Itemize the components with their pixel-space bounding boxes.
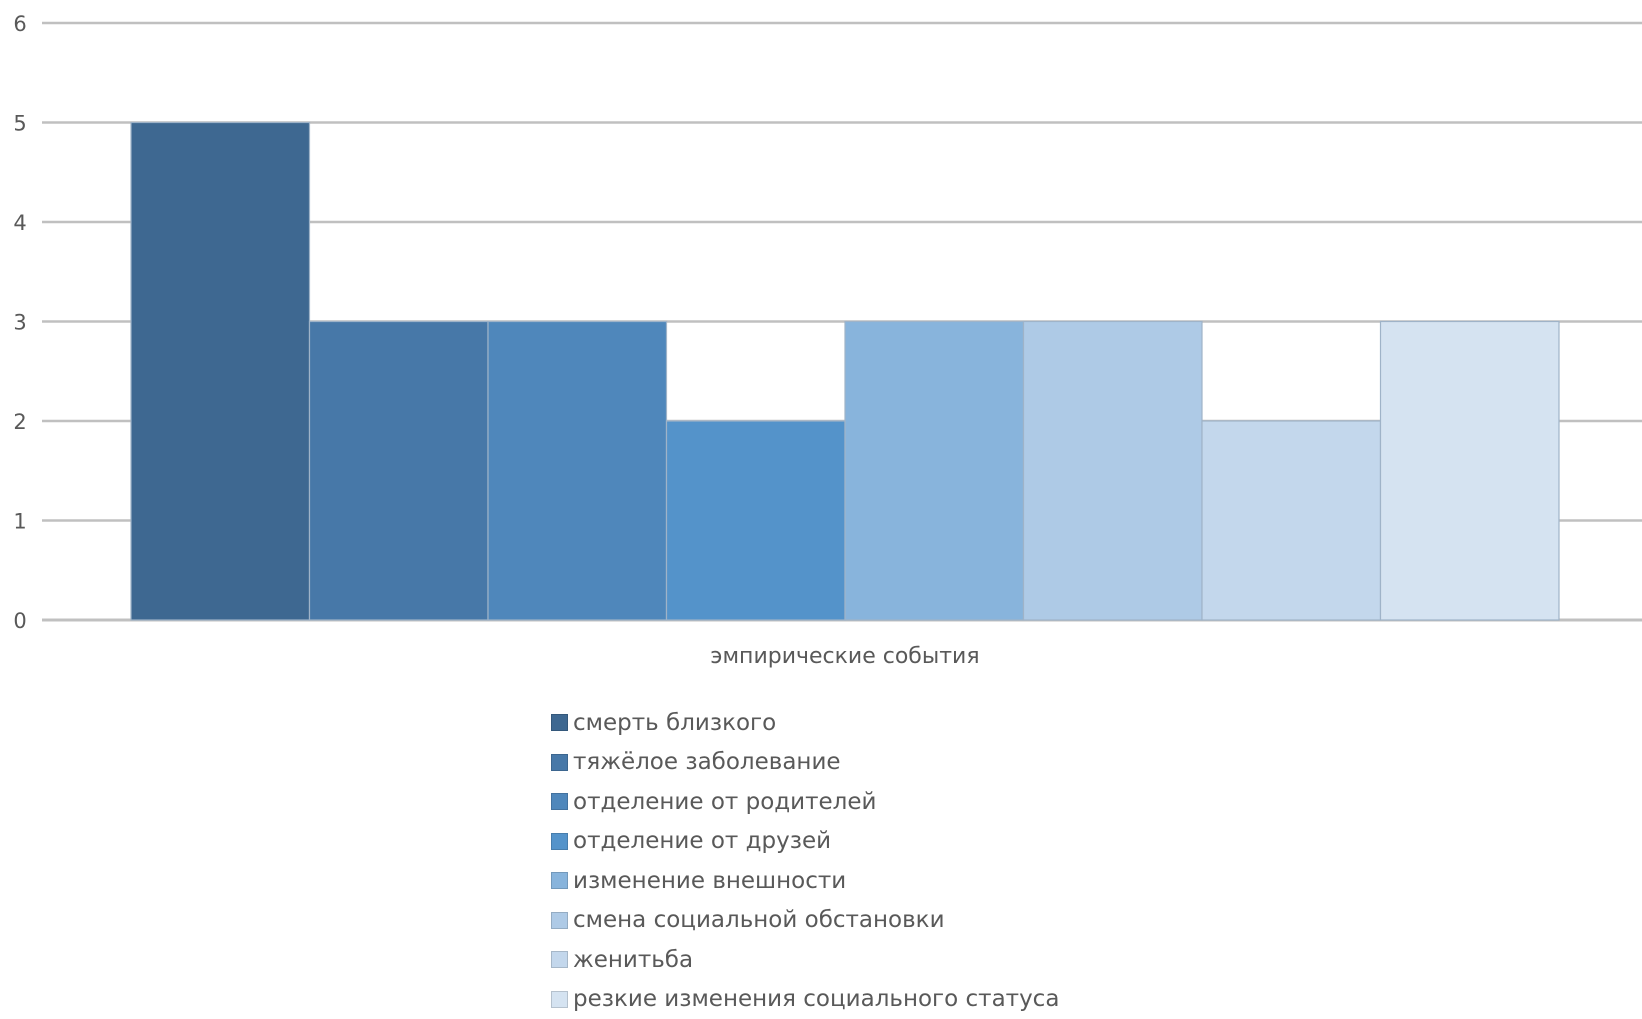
bar-7 [1202,421,1381,620]
legend-item: тяжёлое заболевание [551,743,1059,783]
legend-item: отделение от родителей [551,782,1059,822]
y-axis-ticks: 0 1 2 3 4 5 6 [13,12,26,633]
legend: смерть близкого тяжёлое заболевание отделе… [551,703,1059,1019]
bar-5 [845,322,1024,621]
bar-6 [1024,322,1203,621]
legend-label: смена социальной обстановки [573,907,945,933]
bar-8 [1381,322,1560,621]
y-tick-label: 4 [13,211,26,235]
legend-swatch [551,714,568,731]
legend-swatch [551,754,568,771]
legend-item: смерть близкого [551,703,1059,743]
legend-swatch [551,951,568,968]
x-axis-title: эмпирические события [710,644,979,669]
y-tick-label: 6 [13,12,26,36]
bar-3 [488,322,667,621]
y-tick-label: 3 [13,311,26,335]
legend-item: изменение внешности [551,861,1059,901]
legend-swatch [551,991,568,1008]
bars [131,123,1559,621]
legend-item: смена социальной обстановки [551,901,1059,941]
legend-swatch [551,793,568,810]
y-tick-label: 2 [13,410,26,434]
legend-label: отделение от друзей [573,828,831,854]
bar-2 [310,322,489,621]
legend-item: резкие изменения социального статуса [551,980,1059,1019]
legend-label: смерть близкого [573,710,776,736]
y-tick-label: 1 [13,510,26,534]
bar-4 [667,421,846,620]
legend-label: отделение от родителей [573,789,876,815]
y-tick-label: 5 [13,112,26,136]
legend-label: резкие изменения социального статуса [573,986,1059,1012]
legend-label: женитьба [573,947,693,973]
legend-item: отделение от друзей [551,822,1059,862]
legend-swatch [551,833,568,850]
legend-swatch [551,912,568,929]
legend-item: женитьба [551,940,1059,980]
legend-label: тяжёлое заболевание [573,749,841,775]
legend-label: изменение внешности [573,868,846,894]
bar-1 [131,123,310,621]
legend-swatch [551,872,568,889]
y-tick-label: 0 [13,609,26,633]
